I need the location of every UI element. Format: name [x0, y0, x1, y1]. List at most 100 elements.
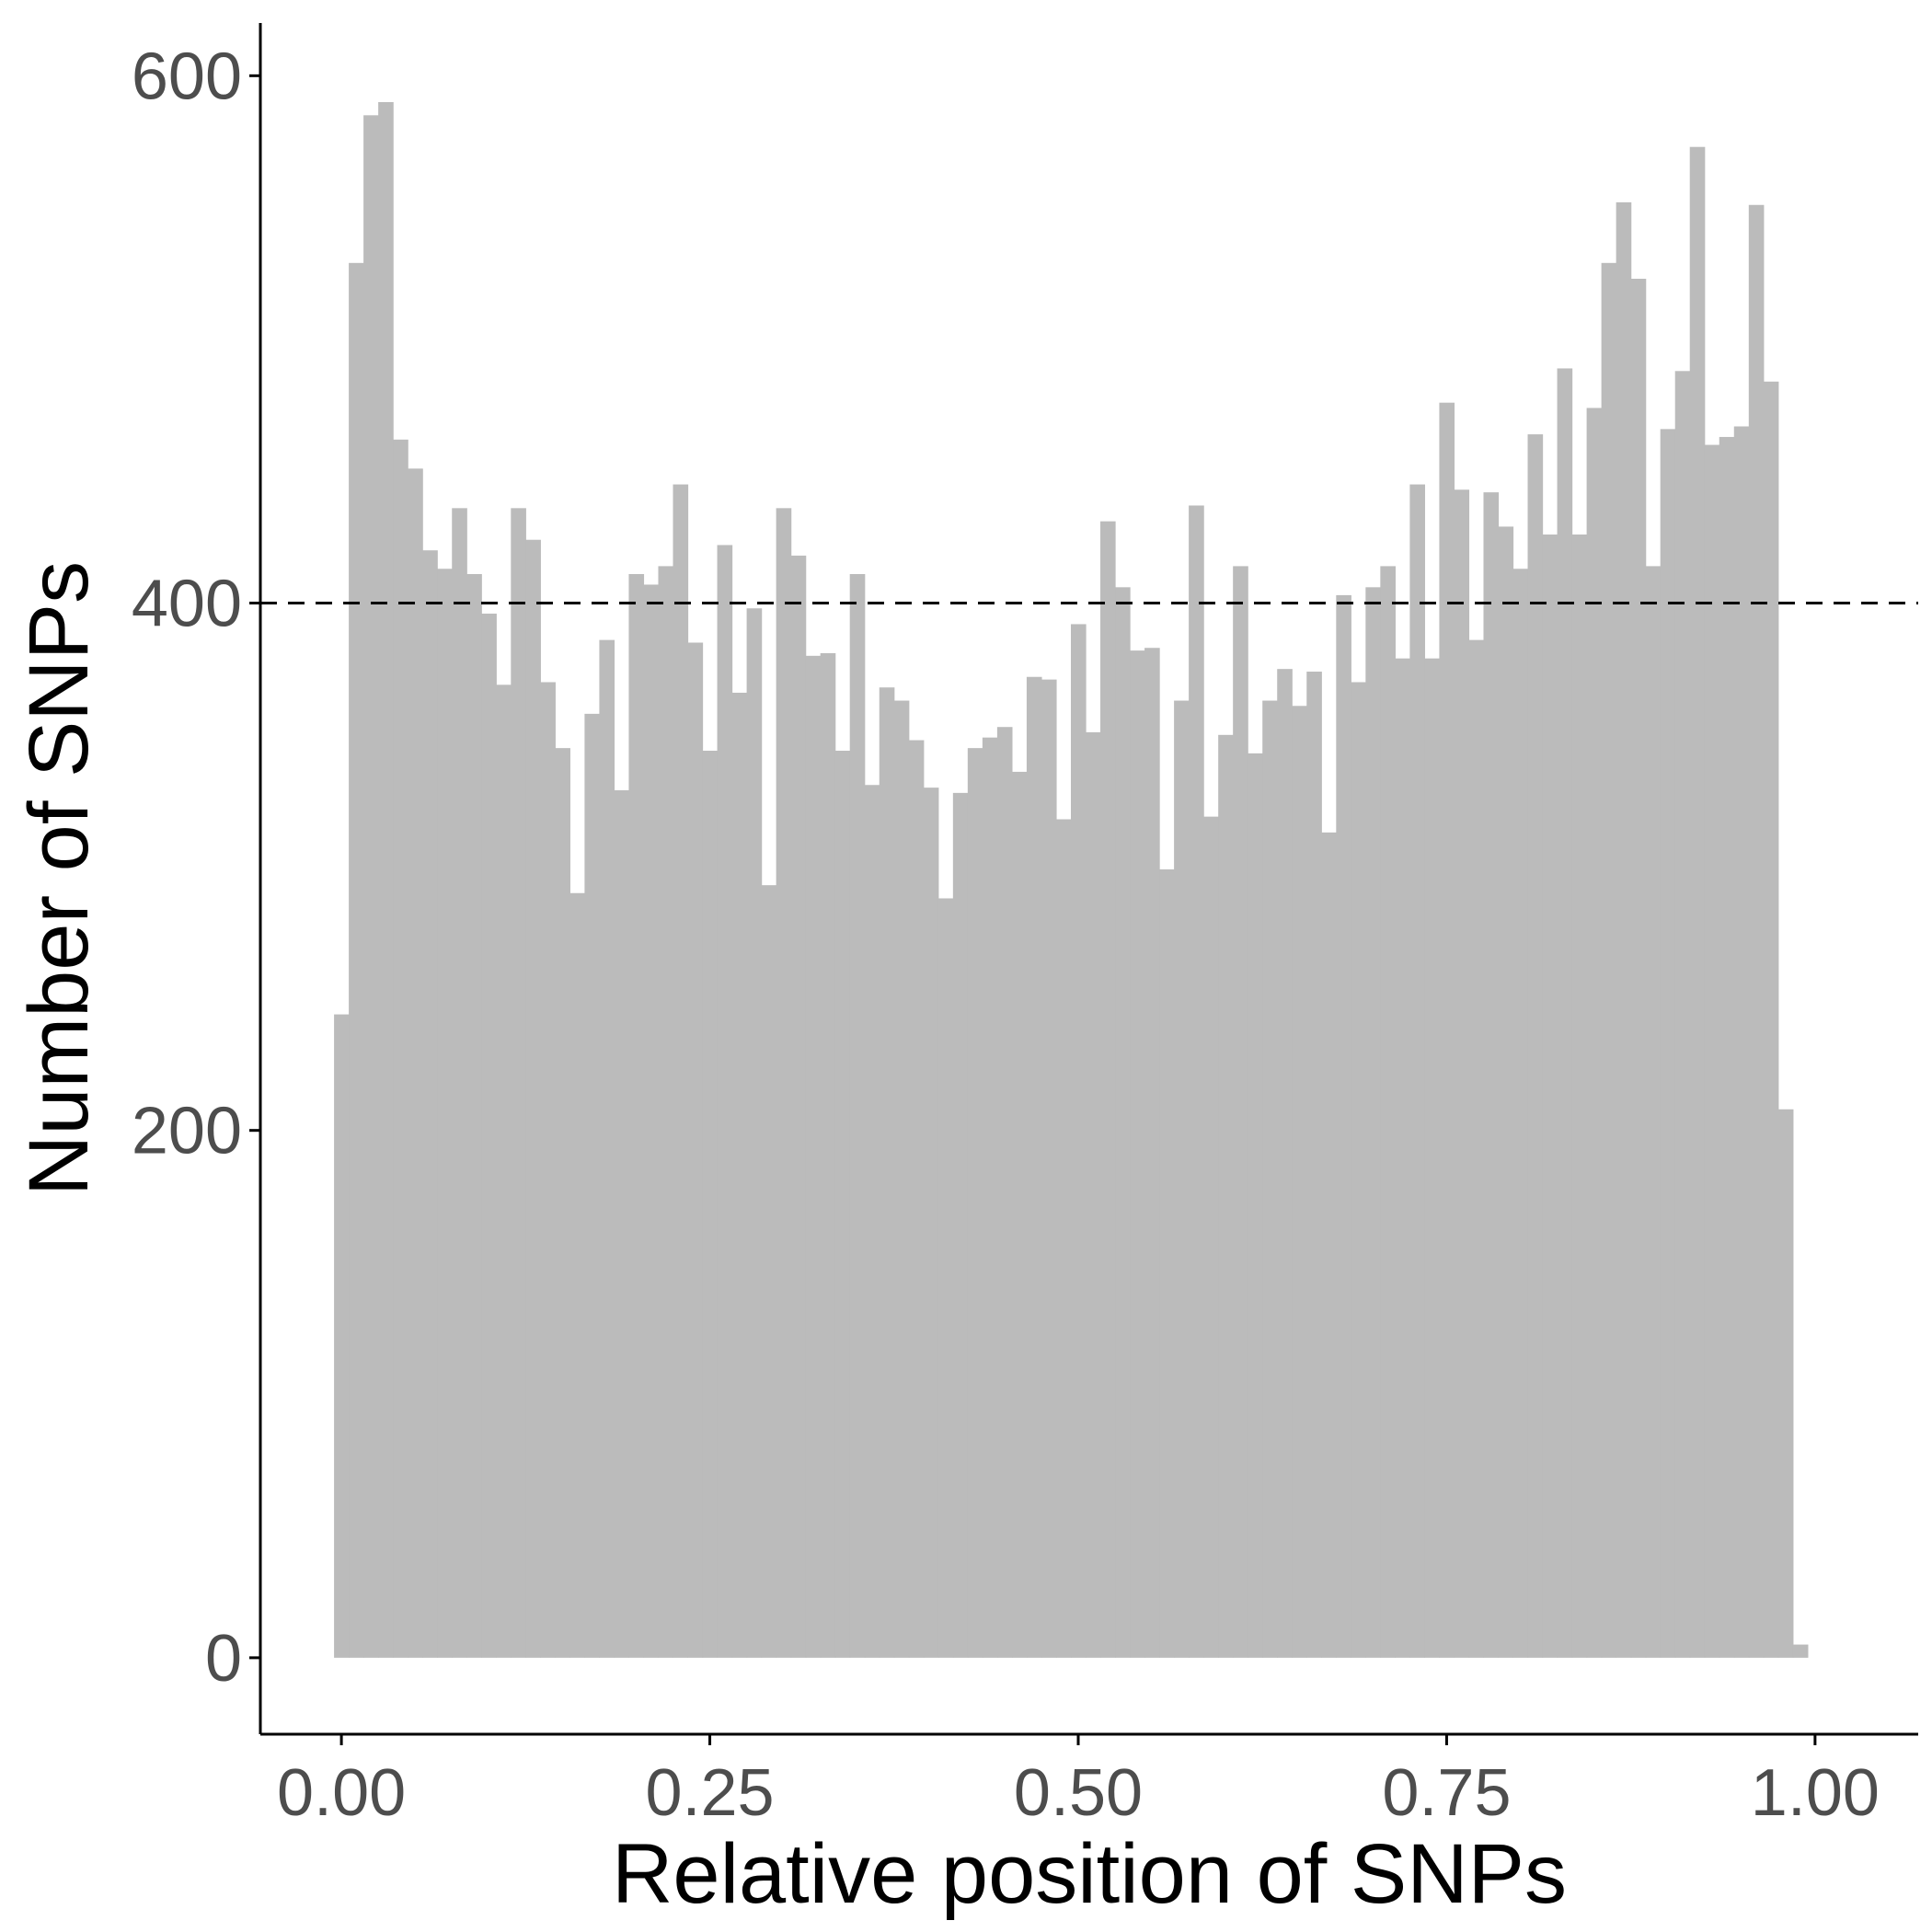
y-tick-label: 200 — [132, 1095, 242, 1168]
histogram-bar — [776, 508, 792, 1658]
histogram-bar — [614, 789, 630, 1658]
histogram-bar — [1218, 734, 1234, 1658]
histogram-bar — [1351, 682, 1366, 1658]
histogram-bar — [599, 639, 615, 1658]
y-axis-title: Number of SNPs — [12, 561, 106, 1196]
histogram-bar — [1026, 676, 1042, 1658]
histogram-bar — [805, 655, 822, 1658]
histogram-bar — [378, 101, 394, 1658]
histogram-bar — [1159, 868, 1175, 1658]
histogram-bar — [1011, 771, 1028, 1658]
histogram-bar — [908, 740, 925, 1658]
x-tick-label: 1.00 — [1751, 1756, 1880, 1830]
histogram-bar — [1277, 669, 1293, 1658]
histogram-bar — [481, 613, 497, 1658]
histogram-bar — [1041, 679, 1057, 1658]
histogram-bar — [422, 550, 438, 1658]
histogram-bar — [673, 484, 689, 1658]
histogram-bar — [834, 751, 851, 1658]
histogram-bar — [967, 748, 983, 1658]
histogram-bar — [1409, 484, 1426, 1658]
histogram-bar — [1527, 434, 1544, 1658]
histogram-bar — [1601, 262, 1617, 1658]
histogram-bar — [628, 573, 645, 1658]
histogram-bar — [1733, 426, 1750, 1658]
histogram-bar — [1262, 700, 1278, 1658]
histogram-bar — [1203, 816, 1219, 1658]
histogram-bar — [555, 748, 570, 1658]
histogram-bar — [1704, 444, 1720, 1658]
histogram-bar — [923, 788, 939, 1658]
histogram-bar — [717, 545, 733, 1658]
histogram-bar — [849, 573, 866, 1658]
histogram-bar — [893, 700, 910, 1658]
histogram-bar — [1689, 146, 1706, 1658]
histogram-bar — [982, 737, 998, 1658]
y-tick-label: 600 — [132, 40, 242, 113]
histogram-bar — [1070, 624, 1087, 1658]
histogram-bar — [952, 792, 969, 1658]
histogram-bar — [1115, 587, 1131, 1658]
histogram-bar — [1100, 521, 1116, 1658]
histogram-bar — [1777, 1109, 1794, 1658]
histogram-bar — [1233, 566, 1248, 1658]
histogram-bar — [334, 1014, 350, 1658]
x-tick-label: 0.25 — [645, 1756, 774, 1830]
histogram-bar — [1336, 594, 1351, 1658]
histogram-bar — [437, 569, 453, 1658]
histogram-bar — [658, 566, 674, 1658]
y-tick-label: 0 — [205, 1622, 242, 1696]
histogram-bar — [1483, 492, 1500, 1658]
histogram-bar — [349, 262, 364, 1658]
histogram-bar — [731, 692, 748, 1658]
histogram-bar — [643, 584, 660, 1658]
histogram-bar — [1571, 534, 1588, 1658]
y-axis-ticks: 0 200 400 600 — [132, 40, 260, 1696]
histogram-bar — [1321, 832, 1337, 1658]
x-tick-label: 0.00 — [277, 1756, 406, 1830]
histogram-bar — [1616, 201, 1632, 1658]
histogram-bar — [452, 508, 467, 1658]
x-tick-label: 0.50 — [1014, 1756, 1143, 1830]
histogram-bar — [1763, 381, 1779, 1658]
histogram-bar — [363, 115, 379, 1658]
histogram-bar — [1748, 204, 1765, 1658]
histogram-bar — [879, 687, 895, 1658]
histogram-bar — [496, 684, 512, 1658]
histogram-bar — [1380, 566, 1396, 1658]
histogram-bar — [1086, 731, 1101, 1658]
histogram-bar — [1719, 436, 1735, 1658]
histogram-bars — [334, 101, 1809, 1658]
histogram-bar — [702, 751, 719, 1658]
histogram-bar — [1792, 1644, 1809, 1658]
histogram-bar — [1306, 672, 1322, 1658]
histogram-bar — [687, 642, 704, 1658]
histogram-bar — [1498, 526, 1514, 1658]
histogram-bar — [1542, 534, 1558, 1658]
histogram-bar — [466, 573, 482, 1658]
histogram-bar — [1130, 650, 1145, 1658]
histogram-bar — [996, 727, 1013, 1658]
histogram-bar — [1055, 819, 1072, 1658]
histogram-bar — [1586, 408, 1603, 1658]
histogram-bar — [1468, 639, 1485, 1658]
histogram-bar — [1454, 489, 1470, 1658]
histogram-bar — [1645, 566, 1662, 1658]
histogram-bar — [761, 885, 777, 1658]
histogram-bar — [1365, 587, 1381, 1658]
histogram-bar — [584, 713, 601, 1658]
histogram-bar — [1395, 658, 1410, 1658]
histogram-bar — [1674, 371, 1691, 1658]
histogram-bar — [1424, 658, 1441, 1658]
histogram-bar — [408, 468, 423, 1658]
histogram-bar — [864, 785, 880, 1658]
histogram-bar — [540, 682, 556, 1658]
histogram-bar — [1174, 700, 1190, 1658]
histogram-bar — [569, 892, 585, 1658]
histogram-bar — [393, 439, 408, 1658]
histogram-bar — [1512, 569, 1529, 1658]
histogram-bar — [1630, 279, 1647, 1658]
histogram-bar — [511, 508, 526, 1658]
histogram-bar — [1660, 429, 1676, 1658]
